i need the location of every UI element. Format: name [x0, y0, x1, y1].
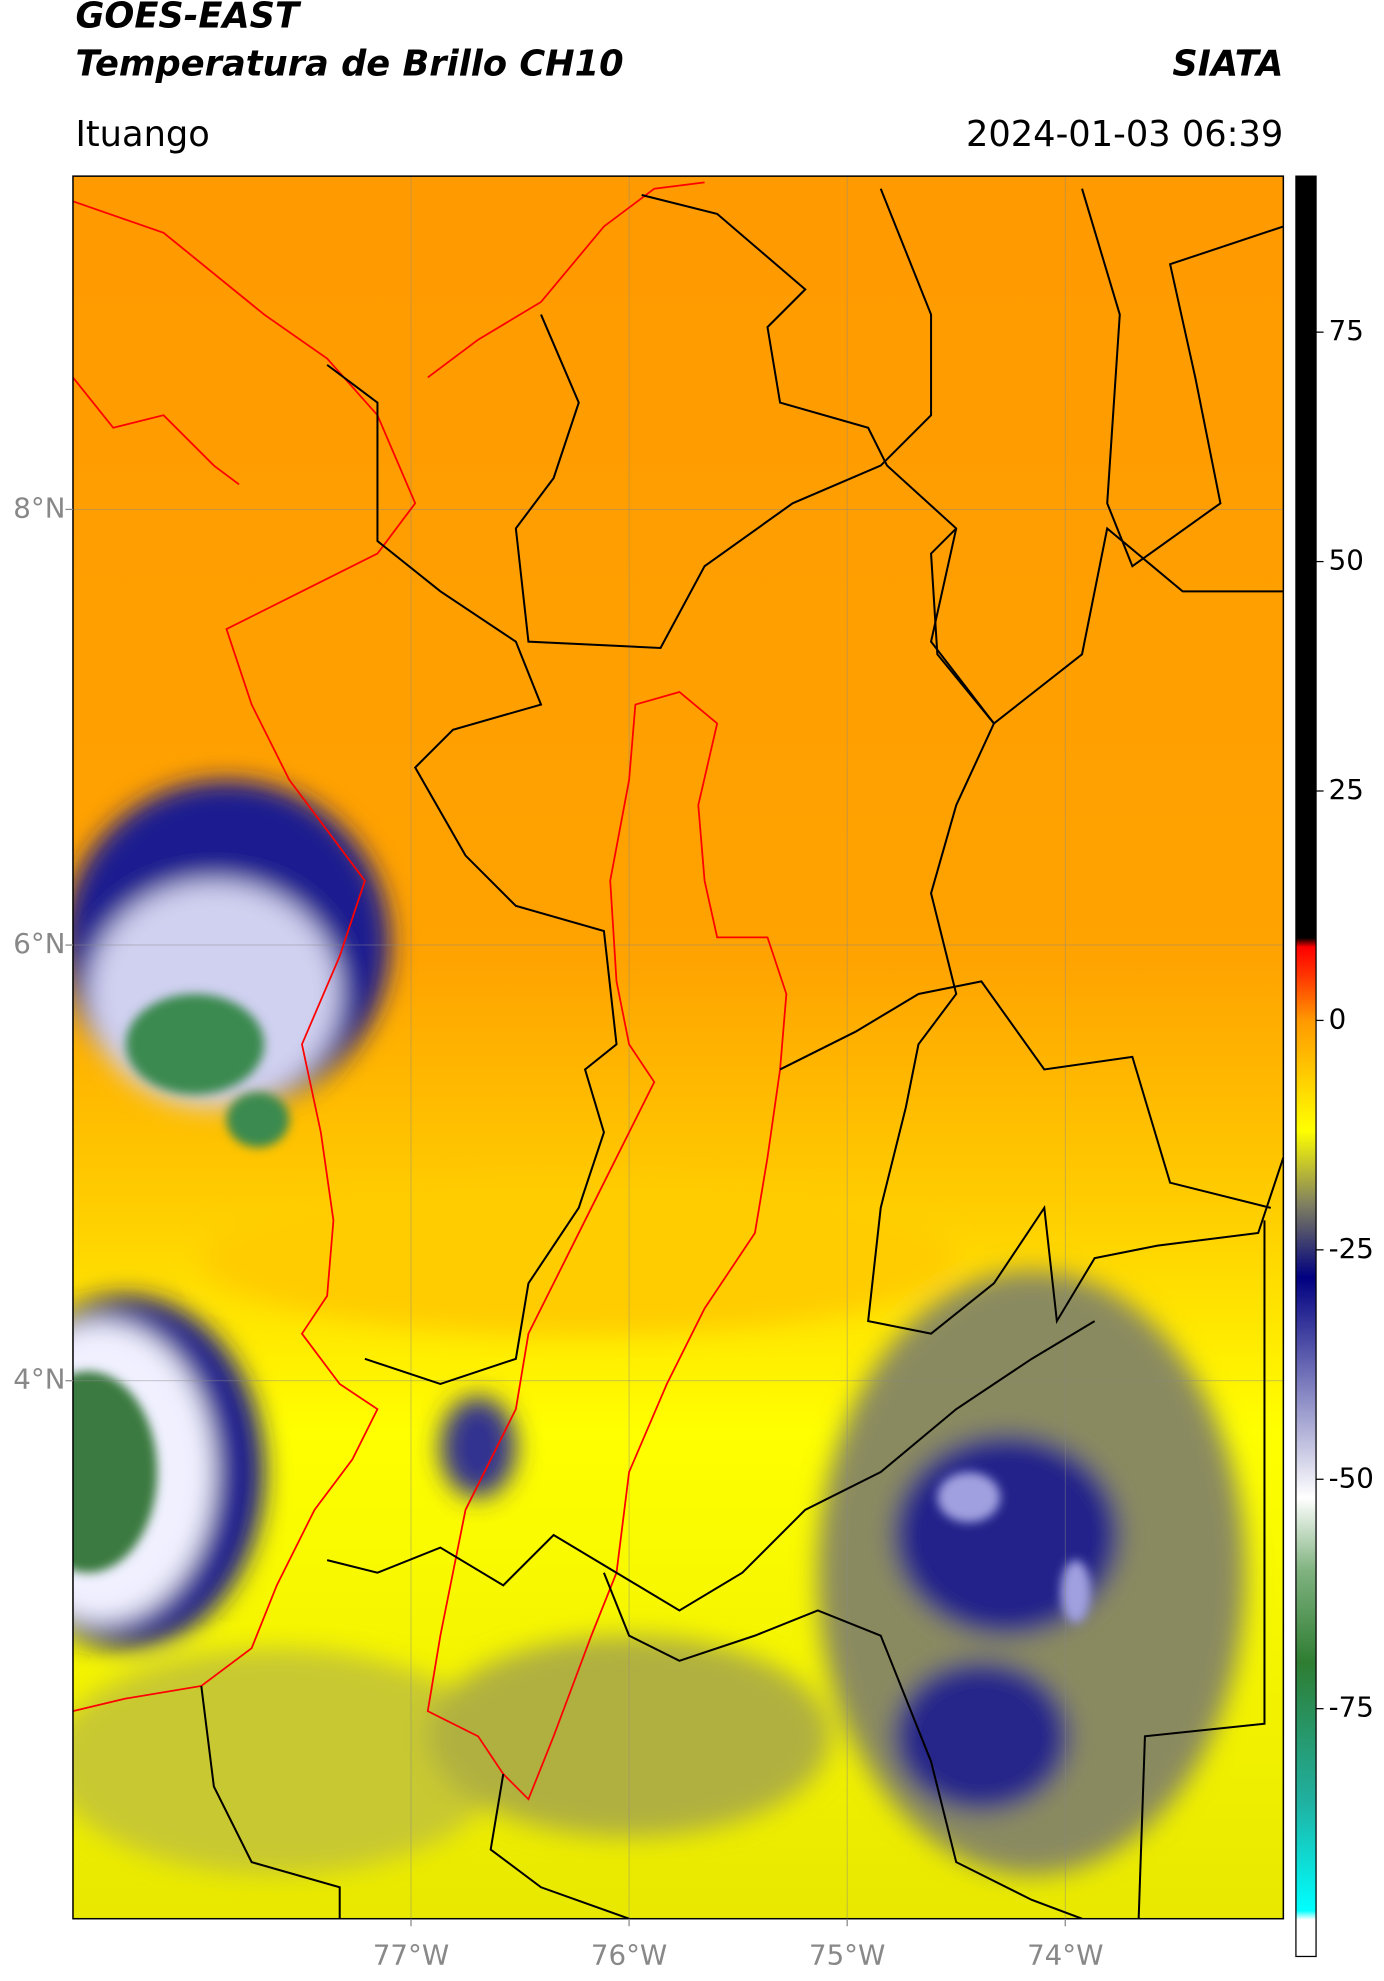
colorbar-tick-label: -25: [1329, 1232, 1374, 1265]
y-tick-label: 6°N: [13, 927, 65, 960]
x-tick-label: 75°W: [809, 1938, 885, 1971]
y-tick-label: 8°N: [13, 491, 65, 524]
colorbar-tick-label: -75: [1329, 1691, 1374, 1724]
antioquia-border: [426, 691, 788, 1801]
admin-border: [1137, 1220, 1266, 1919]
title: GOES-EAST: [75, 0, 302, 37]
coastline: [72, 200, 417, 1712]
admin-border: [200, 1572, 1083, 1919]
admin-border: [867, 527, 1284, 1335]
coastline: [72, 376, 240, 486]
y-tick-label: 4°N: [13, 1363, 65, 1396]
x-tick-label: 74°W: [1027, 1938, 1103, 1971]
admin-border: [641, 194, 1284, 725]
admin-border: [1081, 188, 1284, 568]
admin-border: [326, 1320, 1096, 1612]
datetime: 2024-01-03 06:39: [966, 114, 1283, 155]
colorbar-tick-label: 25: [1329, 773, 1364, 806]
admin-border: [779, 980, 1272, 1209]
colorbar-tick-label: 75: [1329, 314, 1364, 347]
colorbar: [1295, 175, 1317, 1958]
location: Ituango: [75, 114, 209, 155]
colorbar-tick-label: 0: [1329, 1002, 1347, 1035]
colorbar-tick-label: 50: [1329, 544, 1364, 577]
cold-tops: [72, 993, 1091, 1624]
coastline: [427, 181, 705, 379]
map-area: [72, 176, 1284, 1919]
x-tick-label: 77°W: [373, 1938, 449, 1971]
grid: [72, 176, 1284, 1919]
map-frame: [72, 175, 1285, 1920]
source: SIATA: [1172, 43, 1283, 84]
x-tick-label: 76°W: [591, 1938, 667, 1971]
subtitle: Temperatura de Brillo CH10: [75, 43, 623, 84]
colorbar-tick-label: -50: [1329, 1461, 1374, 1494]
admin-border: [514, 188, 933, 649]
admin-border: [326, 364, 618, 1386]
